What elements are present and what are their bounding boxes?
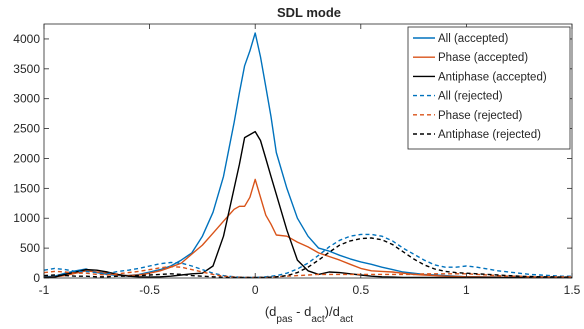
x-axis-label: (dpas - dact)/dact <box>265 304 354 325</box>
legend-label: Antiphase (rejected) <box>438 129 541 141</box>
y-tick-label: 1000 <box>13 211 40 225</box>
legend: All (accepted) Phase (accepted) Antiphase … <box>407 26 571 150</box>
y-tick-label: 3000 <box>13 92 40 106</box>
y-tick-label: 2000 <box>13 151 40 165</box>
x-tick-label: -0.5 <box>139 283 160 297</box>
y-tick-label: 4000 <box>13 32 40 46</box>
x-tick-label: 1.5 <box>564 283 581 297</box>
ticks-group: -1 -0.5 0 0.5 1 1.5 0 500 1000 1500 2000 2500 3000 35… <box>13 24 581 297</box>
y-tick-label: 500 <box>20 241 40 255</box>
axes-frame <box>43 23 573 279</box>
chart-title: SDL mode <box>277 5 341 20</box>
series-line-4 <box>43 233 572 279</box>
legend-label: Phase (rejected) <box>438 110 523 122</box>
y-tick-label: 1500 <box>13 181 40 195</box>
series-group <box>43 32 572 279</box>
x-tick-label: -1 <box>39 283 50 297</box>
legend-label: Antiphase (accepted) <box>438 71 547 83</box>
legend-label: Phase (accepted) <box>438 52 528 64</box>
series-line-6 <box>43 237 572 279</box>
legend-label: All (rejected) <box>438 91 503 103</box>
series-line-3 <box>43 130 572 279</box>
y-tick-label: 2500 <box>13 122 40 136</box>
y-tick-label: 0 <box>33 271 40 285</box>
legend-box <box>407 26 571 150</box>
x-tick-label: 0.5 <box>352 283 369 297</box>
x-tick-label: 1 <box>463 283 470 297</box>
y-tick-label: 3500 <box>13 62 40 76</box>
legend-label: All (accepted) <box>438 33 508 45</box>
x-tick-label: 0 <box>252 283 259 297</box>
